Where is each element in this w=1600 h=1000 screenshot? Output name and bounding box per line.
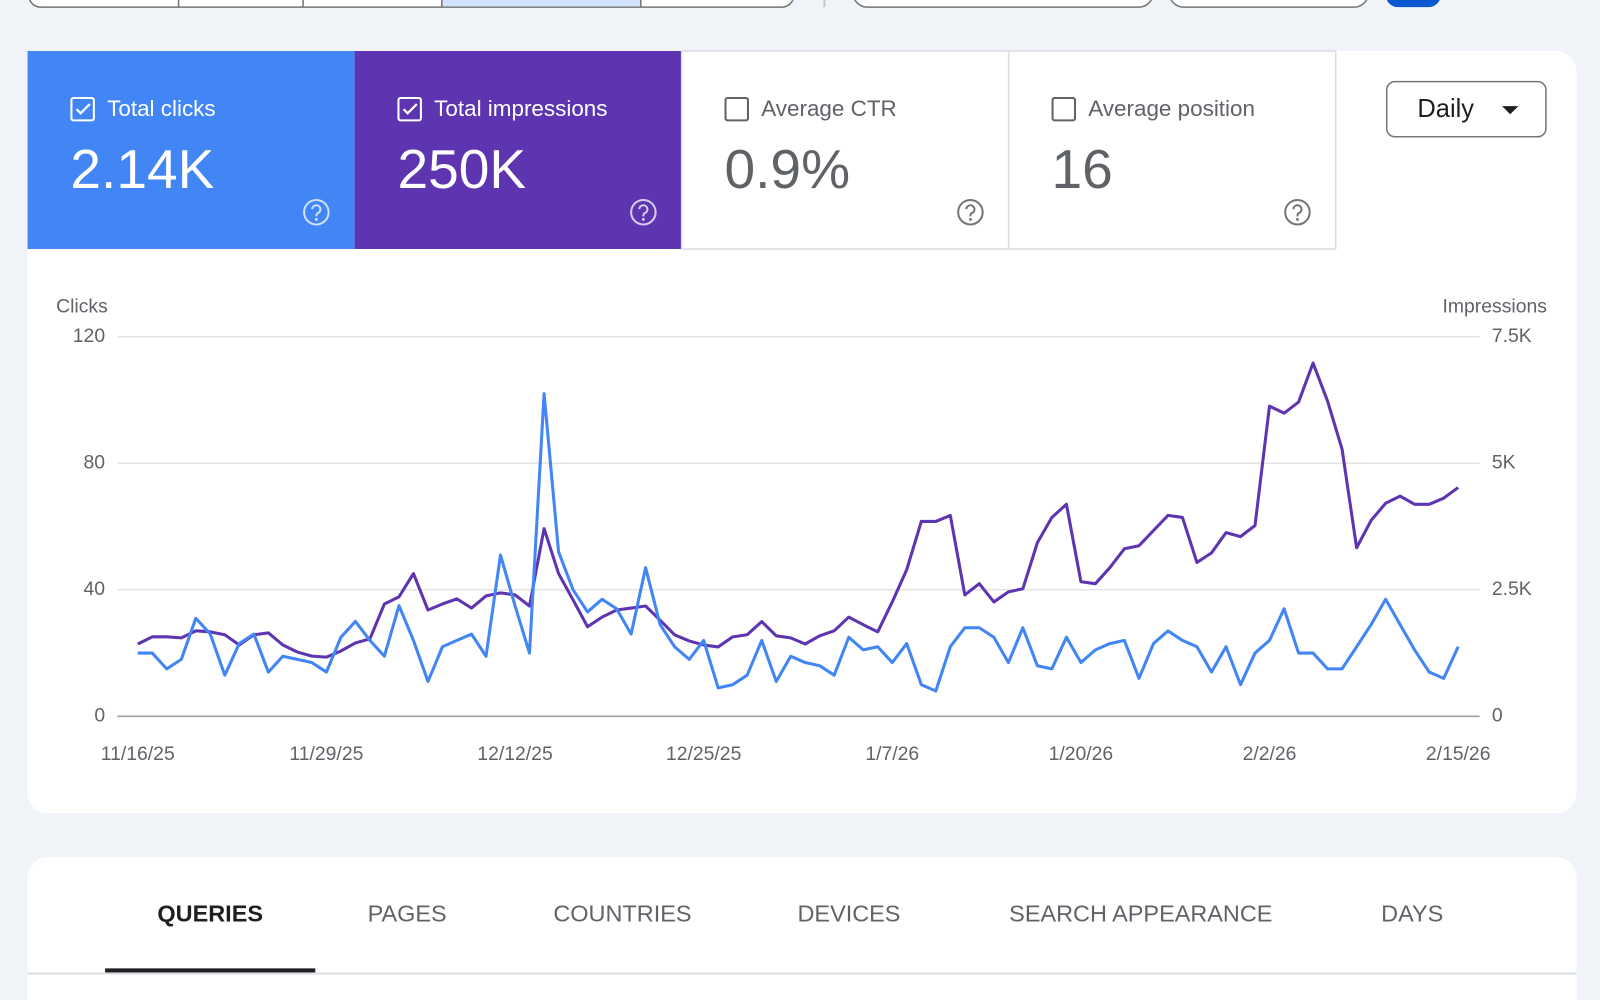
tile-background <box>27 51 355 249</box>
metric-label: Total impressions <box>434 96 607 121</box>
checkbox[interactable] <box>70 96 95 122</box>
metric-tile[interactable]: Total clicks 2.14K <box>27 51 355 249</box>
tab[interactable]: DEVICES <box>797 901 900 927</box>
help-icon-dot <box>968 217 972 221</box>
x-tick-label: 1/20/26 <box>1049 743 1114 765</box>
filter-button[interactable] <box>853 0 1153 8</box>
x-tick-label: 11/16/25 <box>101 743 175 765</box>
help-icon[interactable] <box>1284 198 1311 226</box>
tab-bar: QUERIES PAGES COUNTRIES DEVICES SEARCH APPEA… <box>105 901 1443 973</box>
help-icon-mark <box>311 204 322 217</box>
metric-value: 2.14K <box>70 138 214 200</box>
metric-value: 250K <box>397 138 526 200</box>
interval-label: Daily <box>1417 95 1474 123</box>
help-icon-mark <box>965 204 976 217</box>
metric-label: Average CTR <box>761 96 897 121</box>
help-icon-dot <box>1296 217 1299 221</box>
x-tick-label: 12/12/25 <box>477 743 552 765</box>
tab[interactable]: COUNTRIES <box>553 901 691 927</box>
y2-tick-label: 0 <box>1492 704 1503 726</box>
toolbar <box>28 0 1441 8</box>
tab-indicator <box>105 968 316 973</box>
x-tick-label: 1/7/26 <box>865 743 919 765</box>
x-tick-label: 11/29/25 <box>289 743 363 765</box>
checkbox[interactable] <box>1051 96 1077 122</box>
x-tick-label: 2/15/26 <box>1426 743 1491 765</box>
action-button[interactable] <box>1386 0 1441 8</box>
tab[interactable]: PAGES <box>368 901 447 927</box>
y-axis-title: Clicks <box>56 295 108 317</box>
date-filter[interactable] <box>28 0 794 8</box>
tile-background <box>680 50 1010 250</box>
help-icon-mark <box>1292 204 1303 217</box>
checkmark <box>75 103 91 115</box>
y-tick-label: 40 <box>84 578 106 600</box>
metric-tile[interactable]: Average position 16 <box>1007 50 1337 250</box>
chart: Clicks Impressions 0 40 80 120 0 2.5K 5K 7.5K 11… <box>56 295 1547 765</box>
y-tick-label: 0 <box>94 704 105 726</box>
y2-tick-label: 5K <box>1492 451 1516 473</box>
filter-button[interactable] <box>1169 0 1368 8</box>
tab[interactable]: SEARCH APPEARANCE <box>1009 901 1272 927</box>
table-card <box>27 857 1577 1000</box>
y-tick-label: 120 <box>73 325 106 347</box>
metric-tile[interactable]: Total impressions 250K <box>354 51 682 249</box>
metric-label: Average position <box>1088 96 1255 121</box>
series-line <box>137 361 1460 659</box>
help-icon[interactable] <box>630 198 657 226</box>
metric-value: 0.9% <box>724 138 850 200</box>
help-icon-dot <box>314 217 318 221</box>
help-icon-mark <box>638 204 649 217</box>
metric-tile[interactable]: Average CTR 0.9% <box>680 50 1010 250</box>
metric-value: 16 <box>1052 138 1113 200</box>
x-tick-label: 2/2/26 <box>1243 743 1297 765</box>
tab[interactable]: QUERIES <box>157 901 263 927</box>
checkmark <box>402 103 418 115</box>
metric-tiles: Total clicks 2.14K Total impressions 250K Av… <box>27 50 1337 250</box>
y2-tick-label: 7.5K <box>1492 325 1532 347</box>
interval-select[interactable]: Daily <box>1385 80 1547 138</box>
tile-background <box>354 51 682 249</box>
y2-tick-label: 2.5K <box>1492 578 1532 600</box>
tab[interactable]: DAYS <box>1381 901 1443 927</box>
tile-background <box>1007 50 1337 250</box>
metric-label: Total clicks <box>107 96 215 121</box>
x-tick-label: 12/25/25 <box>666 743 741 765</box>
help-icon[interactable] <box>957 198 984 226</box>
series-line <box>137 392 1460 693</box>
y2-axis-title: Impressions <box>1442 295 1546 317</box>
checkbox[interactable] <box>397 96 422 122</box>
help-icon[interactable] <box>303 198 330 226</box>
date-filter-selected[interactable] <box>441 0 641 7</box>
checkbox[interactable] <box>724 96 749 122</box>
help-icon-dot <box>641 217 645 221</box>
y-tick-label: 80 <box>84 451 106 473</box>
